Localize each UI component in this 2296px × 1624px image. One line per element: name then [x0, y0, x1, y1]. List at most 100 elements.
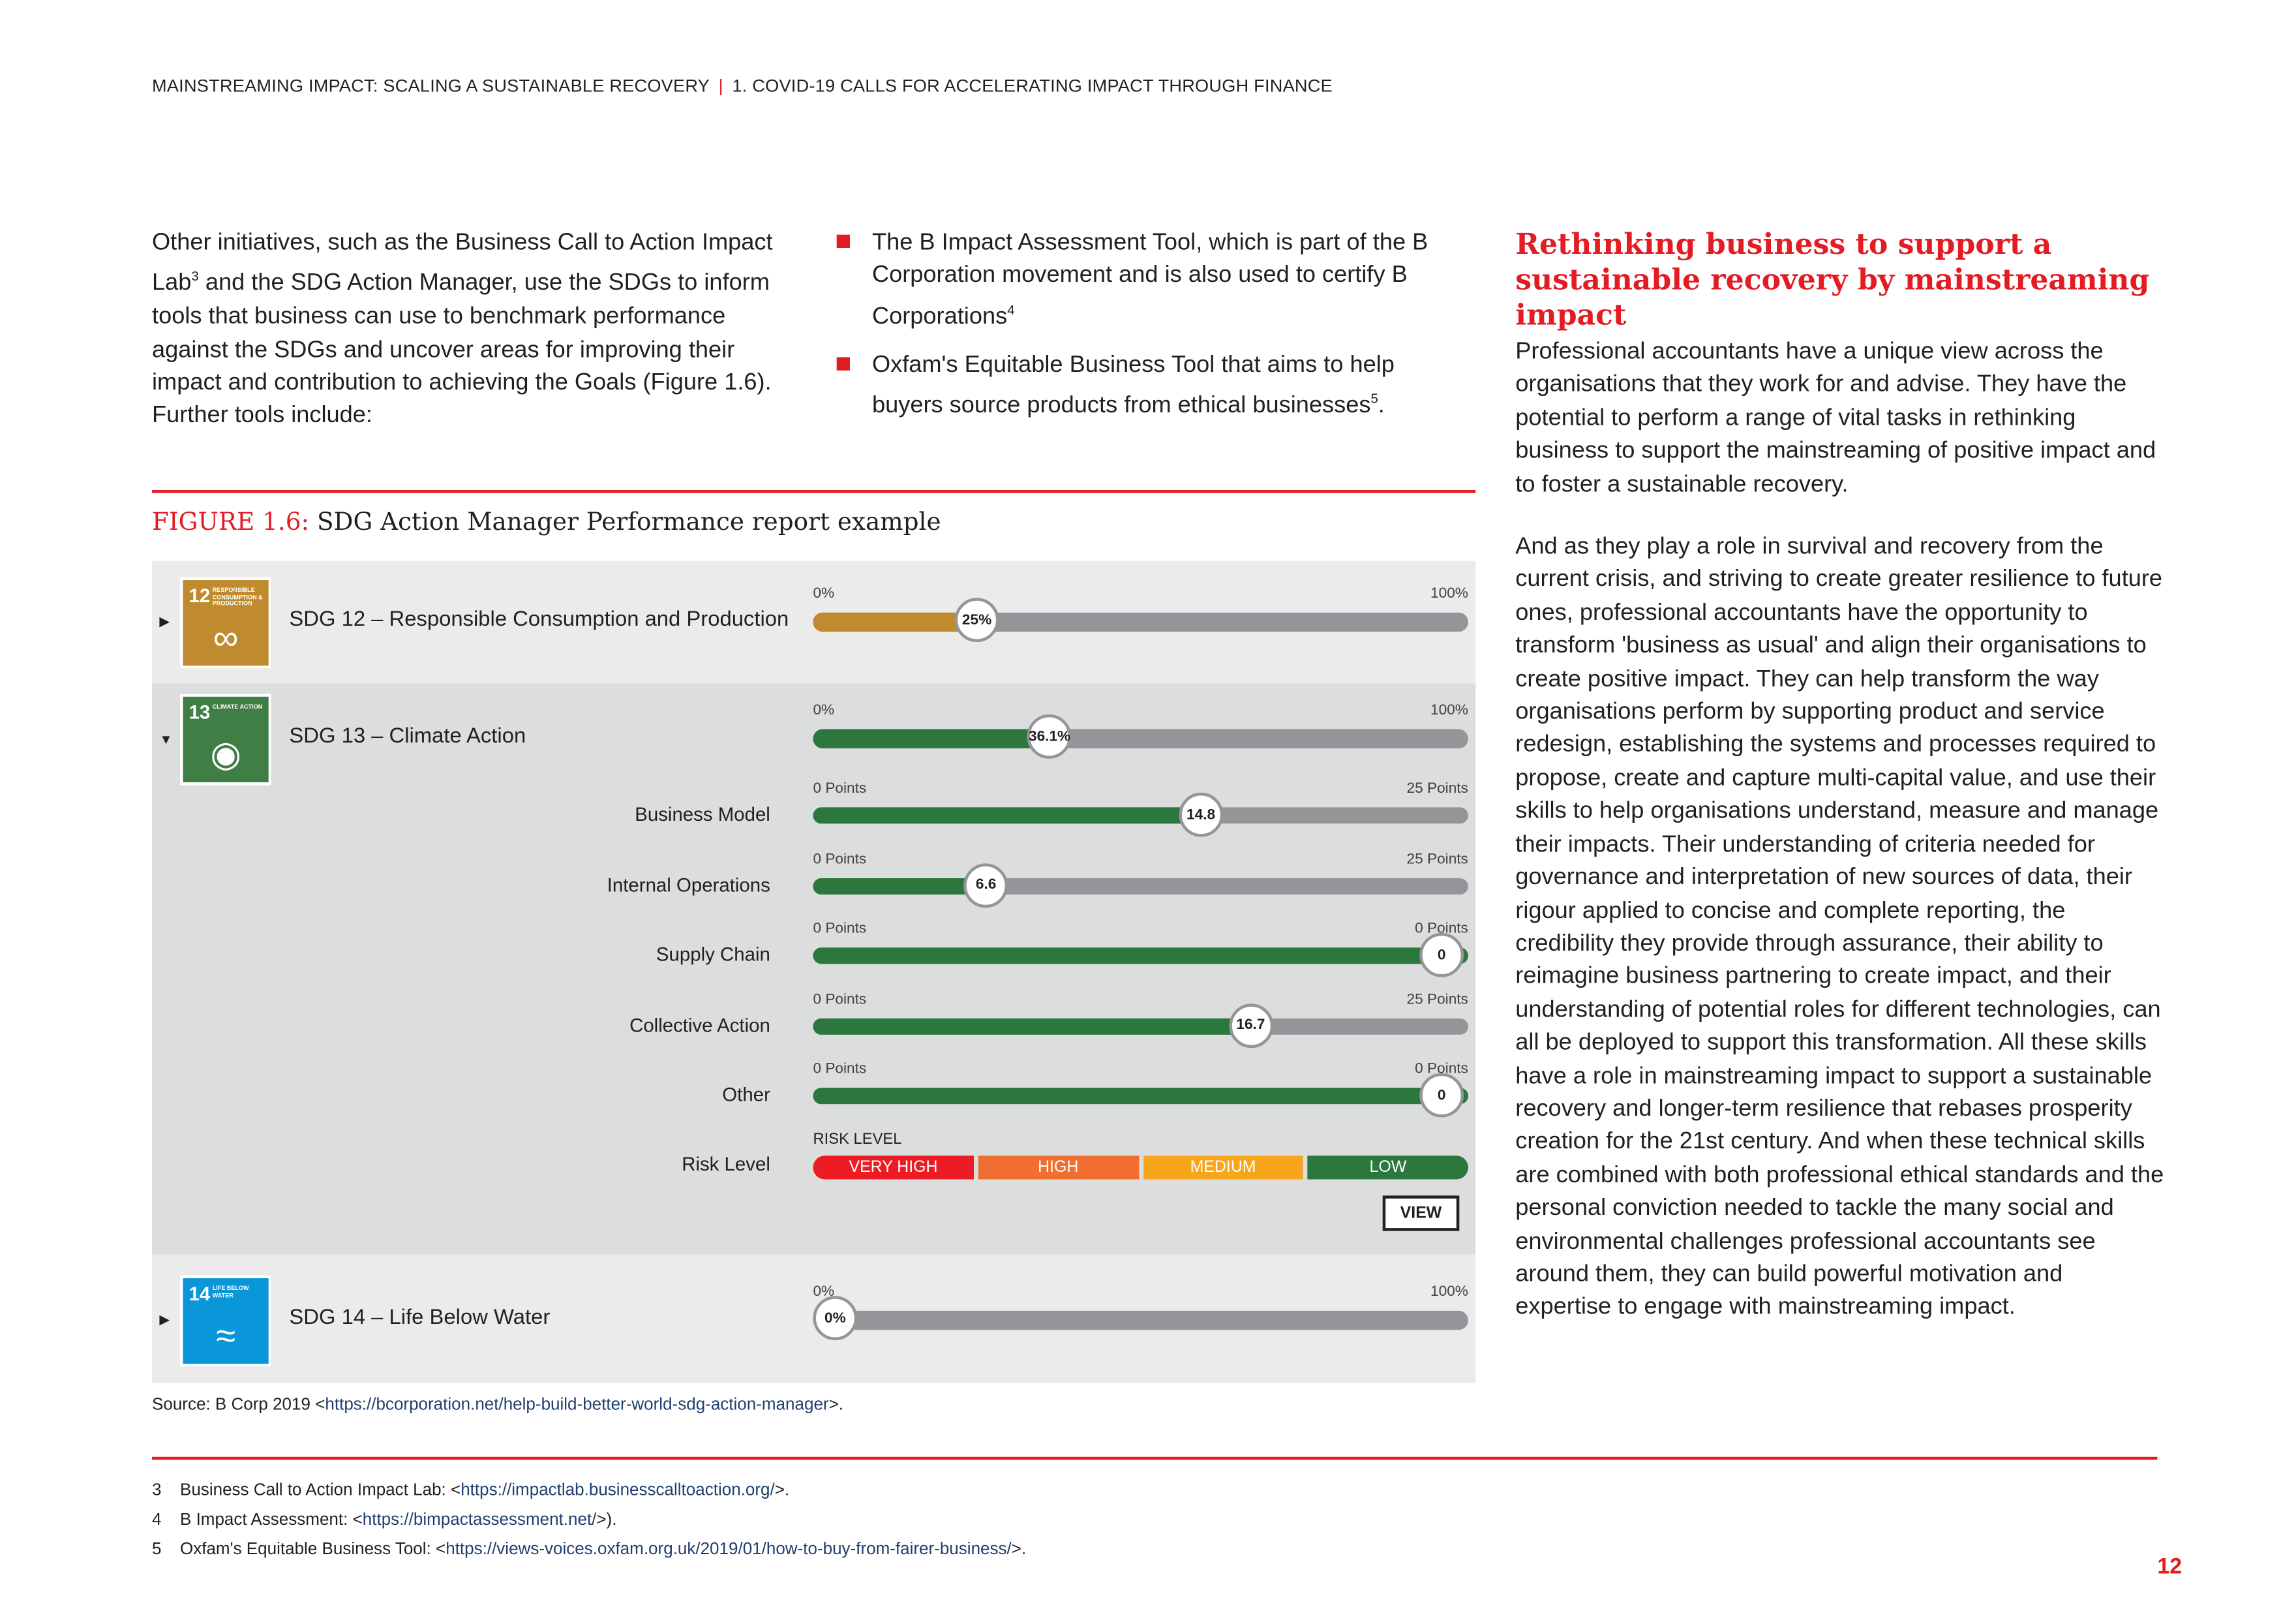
value-knob: 0%	[813, 1296, 858, 1341]
footnote-text: Oxfam's Equitable Business Tool: <	[179, 1540, 446, 1559]
bar-min-label: 0 Points	[813, 780, 867, 797]
value-knob: 6.6	[963, 863, 1008, 908]
sub-score-label: Collective Action	[629, 1013, 770, 1035]
body-paragraph: And as they play a role in survival and …	[1515, 534, 2164, 1321]
risk-low: LOW	[1307, 1156, 1468, 1180]
footnote-link[interactable]: https://views-voices.oxfam.org.uk/2019/0…	[446, 1540, 1012, 1559]
list-item: Oxfam's Equitable Business Tool that aim…	[836, 349, 1442, 423]
bar-min-label: 0 Points	[813, 851, 867, 868]
sub-score-label: Internal Operations	[607, 873, 770, 896]
expand-triangle-icon[interactable]: ▶	[159, 1312, 170, 1327]
intro-text-cont: and the SDG Action Manager, use the SDGs…	[152, 271, 772, 429]
bar-max-label: 25 Points	[1406, 851, 1468, 868]
bar-fill	[813, 729, 1050, 748]
bar-min-label: 0 Points	[813, 921, 867, 938]
figure-title: FIGURE 1.6: SDG Action Manager Performan…	[152, 508, 941, 536]
footnote-end: >.	[1011, 1540, 1027, 1559]
footnote-ref: 5	[1370, 391, 1378, 406]
list-item-text: Oxfam's Equitable Business Tool that aim…	[871, 352, 1395, 418]
list-item-end: .	[1378, 393, 1385, 418]
source-link[interactable]: https://bcorporation.net/help-build-bett…	[325, 1396, 829, 1415]
sdg-name: SDG 12 – Responsible Consumption and Pro…	[289, 608, 789, 632]
tools-list: The B Impact Assessment Tool, which is p…	[836, 227, 1442, 438]
bullet-icon	[836, 356, 851, 370]
value-knob: 36.1%	[1027, 714, 1072, 759]
icon-number: 14	[189, 1282, 211, 1305]
sub-score-bar: 0 Points 0 Points 0	[813, 921, 1468, 977]
footnote-link[interactable]: https://bimpactassessment.net/	[362, 1511, 597, 1529]
bar-min-label: 0%	[813, 586, 835, 602]
header-doc-title: MAINSTREAMING IMPACT: SCALING A SUSTAINA…	[152, 75, 710, 97]
figure-source: Source: B Corp 2019 <https://bcorporatio…	[152, 1396, 843, 1414]
footnote-divider	[152, 1456, 2158, 1460]
bar-min-label: 0 Points	[813, 991, 867, 1007]
footnote-ref: 3	[191, 269, 199, 284]
collapse-triangle-icon[interactable]: ▼	[159, 732, 173, 747]
value-knob: 0	[1419, 932, 1464, 977]
bar-max-label: 100%	[1430, 586, 1468, 602]
sub-score-bar: 0 Points 25 Points 14.8	[813, 781, 1468, 837]
footnote-end: >.	[774, 1482, 790, 1500]
value-knob: 0	[1419, 1073, 1464, 1118]
divider	[152, 490, 1476, 493]
sub-score-label: Supply Chain	[656, 943, 770, 966]
footnote-end: >).	[596, 1511, 617, 1529]
sdg-12-row[interactable]: ▶ 12 RESPONSIBLE CONSUMPTION & PRODUCTION…	[152, 560, 1476, 684]
sub-score-label: Other	[722, 1083, 770, 1106]
list-item: The B Impact Assessment Tool, which is p…	[836, 227, 1442, 334]
risk-row-label: Risk Level	[682, 1152, 770, 1175]
sdg-14-row[interactable]: ▶ 14 LIFE BELOW WATER ≈ SDG 14 – Life Belo…	[152, 1254, 1476, 1383]
right-column: Rethinking business to support a sustain…	[1515, 227, 2164, 1325]
icon-label: LIFE BELOW WATER	[212, 1284, 249, 1298]
icon-number: 12	[189, 584, 211, 607]
icon-label: RESPONSIBLE CONSUMPTION & PRODUCTION	[212, 586, 263, 607]
bar-fill	[813, 1088, 1468, 1105]
source-text: Source: B Corp 2019 <	[152, 1396, 325, 1415]
header-chapter: 1. COVID-19 CALLS FOR ACCELERATING IMPAC…	[732, 75, 1333, 97]
footnote-number: 5	[152, 1540, 162, 1559]
footnote-text: B Impact Assessment: <	[179, 1511, 363, 1529]
fish-icon: ≈	[216, 1316, 235, 1356]
footnote-number: 3	[152, 1482, 162, 1500]
risk-medium: MEDIUM	[1143, 1156, 1304, 1180]
footnote: 4 B Impact Assessment: <https://bimpactas…	[152, 1511, 617, 1529]
figure-caption: SDG Action Manager Performance report ex…	[309, 508, 941, 536]
bar-fill	[813, 612, 977, 632]
section-heading: Rethinking business to support a sustain…	[1515, 227, 2150, 332]
bar-fill	[813, 807, 1201, 824]
footnote: 3 Business Call to Action Impact Lab: <ht…	[152, 1482, 789, 1499]
view-button[interactable]: VIEW	[1382, 1195, 1460, 1231]
expand-triangle-icon[interactable]: ▶	[159, 614, 170, 629]
running-header: MAINSTREAMING IMPACT: SCALING A SUSTAINA…	[152, 75, 1333, 96]
sdg-13-row[interactable]: ▼ 13 CLIMATE ACTION ◉ SDG 13 – Climate Act…	[152, 683, 1476, 1255]
bar-min-label: 0 Points	[813, 1061, 867, 1078]
intro-text: Other initiatives, such as the Business …	[152, 230, 773, 297]
risk-level-title: RISK LEVEL	[813, 1130, 902, 1148]
bar-max-label: 100%	[1430, 702, 1468, 719]
icon-number: 13	[189, 701, 211, 724]
sub-score-bar: 0 Points 25 Points 16.7	[813, 991, 1468, 1048]
footnote-link[interactable]: https://impactlab.businesscalltoaction.o…	[461, 1482, 775, 1500]
bar-min-label: 0%	[813, 702, 835, 719]
sub-score-label: Business Model	[635, 803, 770, 825]
icon-label: CLIMATE ACTION	[212, 702, 263, 711]
sdg-report-panel: ▶ 12 RESPONSIBLE CONSUMPTION & PRODUCTION…	[152, 560, 1476, 1383]
sdg-name: SDG 14 – Life Below Water	[289, 1306, 551, 1330]
page-number: 12	[2157, 1554, 2183, 1580]
progress-bar: 0% 100% 0%	[813, 1284, 1468, 1341]
list-item-text: The B Impact Assessment Tool, which is p…	[871, 230, 1428, 329]
risk-very-high: VERY HIGH	[813, 1156, 974, 1180]
risk-high: HIGH	[978, 1156, 1139, 1180]
sdg-name: SDG 13 – Climate Action	[289, 724, 526, 748]
body-paragraph: Professional accountants have a unique v…	[1515, 339, 2156, 497]
sdg-12-icon: 12 RESPONSIBLE CONSUMPTION & PRODUCTION ∞	[179, 577, 272, 669]
risk-level-scale: VERY HIGH HIGH MEDIUM LOW	[813, 1156, 1468, 1180]
intro-paragraph: Other initiatives, such as the Business …	[152, 227, 801, 433]
bar-fill	[813, 877, 986, 894]
footnote-ref: 4	[1007, 302, 1015, 317]
bar-max-label: 100%	[1430, 1284, 1468, 1300]
footnote-number: 4	[152, 1511, 162, 1529]
bar-fill	[813, 1017, 1251, 1034]
sdg-14-icon: 14 LIFE BELOW WATER ≈	[179, 1275, 272, 1367]
progress-bar: 0% 100% 36.1%	[813, 703, 1468, 759]
